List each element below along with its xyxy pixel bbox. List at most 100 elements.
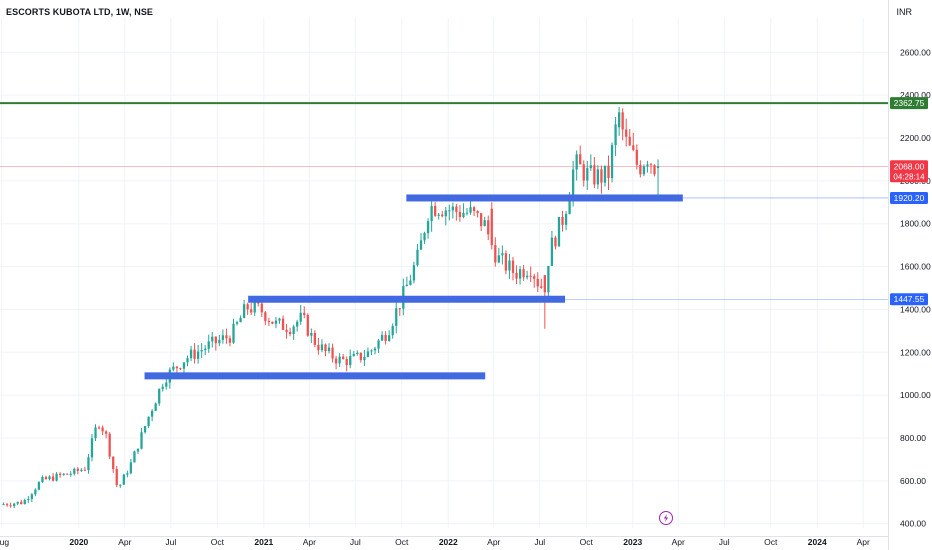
candle-body (419, 240, 423, 250)
candle-body (632, 145, 635, 150)
candle-body (83, 469, 87, 471)
candle-body (614, 124, 617, 146)
candle-body (66, 473, 69, 475)
currency-label: INR (896, 7, 913, 17)
candle-body (250, 309, 253, 313)
candle-body (189, 349, 193, 359)
candle-body (649, 164, 653, 166)
candle-body (617, 112, 621, 128)
candle-body (44, 476, 48, 480)
price-tick-label: 600.00 (900, 476, 926, 486)
candle-body (112, 456, 115, 470)
price-tick-label: 1400.00 (900, 304, 931, 314)
candle-body (16, 501, 19, 504)
candle-body (20, 501, 23, 505)
candle-body (58, 473, 62, 475)
time-tick-label: Apr (672, 537, 685, 547)
last-price-tag-text: 2068.00 (894, 161, 925, 171)
candle-body (653, 165, 656, 175)
candle-body (175, 366, 179, 369)
candle-body (37, 482, 41, 490)
candle-body (41, 476, 44, 483)
candle-body (253, 301, 256, 313)
price-axis[interactable]: 400.00 600.00 800.00 1000.00 1200.00 1400.00 1… (900, 47, 931, 528)
candle-body (437, 214, 440, 216)
candle-body (94, 427, 97, 439)
candle-body (97, 427, 101, 429)
candle-body (398, 308, 401, 310)
candle-body (303, 312, 306, 315)
candle-body (610, 145, 614, 178)
candle-body (186, 358, 189, 363)
time-tick-label: Oct (764, 537, 778, 547)
time-axis[interactable]: Aug 2020 Apr Jul Oct 2021 Apr Jul Oct 2022 Apr Jul O… (0, 537, 870, 547)
candle-body (140, 432, 143, 449)
candle-body (292, 326, 295, 335)
candle-body (260, 303, 263, 313)
candle-body (331, 347, 334, 359)
candle-body (384, 334, 387, 341)
candle-body (196, 351, 200, 359)
candle-body (356, 352, 359, 354)
candle-body (483, 220, 486, 227)
candle-body (416, 249, 419, 266)
candle-body (409, 280, 412, 285)
candle-body (596, 169, 600, 185)
candle-body (101, 427, 104, 432)
candle-body (299, 312, 302, 322)
candle-body (13, 503, 16, 506)
candle-body (586, 168, 589, 181)
support-zone (144, 372, 486, 380)
price-tick-label: 2600.00 (900, 47, 931, 57)
candle-body (271, 321, 274, 324)
candle-body (522, 269, 525, 278)
last-price-tag (890, 160, 928, 183)
bands-layer[interactable] (144, 194, 683, 380)
price-tick-label: 1200.00 (900, 347, 931, 357)
candle-body (494, 245, 497, 263)
candle-body (161, 386, 164, 389)
candle-body (172, 366, 175, 370)
candle-body (228, 338, 232, 343)
candle-body (274, 320, 278, 324)
resistance-price-tag (890, 97, 928, 110)
candle-body (540, 286, 543, 288)
time-tick-label: Aug (0, 537, 9, 547)
candle-body (108, 433, 111, 457)
candle-body (479, 213, 483, 227)
candle-body (377, 340, 380, 349)
candle-body (472, 207, 476, 212)
candle-body (462, 212, 465, 218)
candle-body (62, 473, 65, 475)
candle-body (423, 233, 426, 241)
time-tick-label: Oct (395, 537, 409, 547)
candle-body (147, 416, 150, 427)
candle-body (554, 237, 557, 247)
candle-body (550, 237, 554, 266)
candle-body (575, 154, 578, 170)
candle-body (235, 322, 239, 324)
level-price-tag-text: 1447.55 (894, 294, 925, 304)
time-tick-label: Jul (165, 537, 176, 547)
time-tick-label: 2024 (808, 537, 827, 547)
candle-body (133, 451, 136, 463)
candle-body (242, 304, 246, 318)
candle-body (497, 255, 500, 263)
candle-body (536, 278, 539, 287)
time-tick-label: Oct (211, 537, 225, 547)
lightning-icon[interactable] (659, 511, 673, 525)
candle-body (310, 332, 313, 336)
candle-body (281, 318, 285, 330)
candle-body (593, 165, 596, 185)
price-tick-label: 1000.00 (900, 390, 931, 400)
candle-body (635, 149, 638, 165)
candle-body (179, 368, 182, 370)
price-tick-label: 1600.00 (900, 262, 931, 272)
candle-body (579, 154, 582, 165)
candle-body (621, 112, 624, 130)
countdown-text: 04:28:14 (893, 172, 925, 181)
candle-body (211, 336, 214, 342)
candle-body (345, 359, 348, 366)
